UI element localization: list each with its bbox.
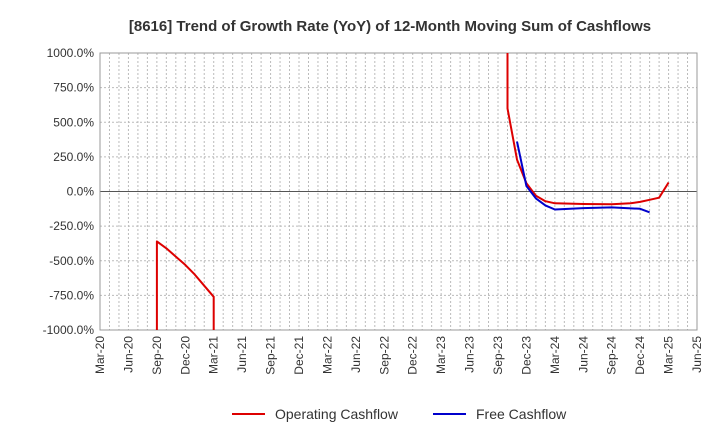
x-tick-label: Dec-22 [406,336,420,375]
y-tick-label: -750.0% [49,288,94,302]
x-tick-label: Mar-21 [207,336,221,374]
x-tick-label: Jun-24 [576,336,590,373]
y-tick-label: 750.0% [53,81,94,95]
x-tick-label: Jun-20 [121,336,135,373]
chart-title: [8616] Trend of Growth Rate (YoY) of 12-… [129,18,651,35]
grid [100,52,697,331]
x-tick-label: Jun-22 [349,336,363,373]
x-axis-ticks: Mar-20 Jun-20 Sep-20 Dec-20 Mar-21 Jun-21 Sep-… [93,336,704,375]
series-line-free-cashflow [516,141,650,214]
x-tick-label: Jun-21 [235,336,249,373]
x-tick-label: Sep-23 [491,336,505,375]
x-tick-label: Mar-25 [662,336,676,374]
y-tick-label: 0.0% [67,185,95,199]
x-tick-label: Jun-23 [463,336,477,373]
y-tick-label: 250.0% [53,150,94,164]
x-tick-label: Dec-21 [292,336,306,375]
x-tick-label: Dec-24 [633,336,647,375]
x-tick-label: Sep-22 [377,336,391,375]
series-layer [155,53,670,330]
legend-label-operating-cashflow: Operating Cashflow [275,406,399,422]
legend-label-free-cashflow: Free Cashflow [476,406,567,422]
y-tick-label: 500.0% [53,115,94,129]
x-tick-label: Sep-24 [605,336,619,375]
x-tick-label: Sep-21 [264,336,278,375]
series-line-operating-cashflow [155,240,215,330]
x-tick-label: Mar-20 [93,336,107,374]
y-tick-label: -1000.0% [43,323,95,337]
y-tick-label: 1000.0% [47,46,95,60]
x-tick-label: Sep-20 [150,336,164,375]
y-tick-label: -500.0% [49,254,94,268]
legend: Operating Cashflow Free Cashflow [232,406,567,422]
x-tick-label: Dec-20 [178,336,192,375]
series-line-operating-cashflow [506,53,670,206]
x-tick-label: Mar-23 [434,336,448,374]
x-tick-label: Mar-22 [320,336,334,374]
y-tick-label: -250.0% [49,219,94,233]
x-tick-label: Jun-25 [690,336,704,373]
x-tick-label: Dec-23 [519,336,533,375]
plot-frame [99,52,698,331]
y-axis-ticks: 1000.0% 750.0% 500.0% 250.0% 0.0% -250.0% -500… [43,46,95,337]
x-tick-label: Mar-24 [548,336,562,374]
